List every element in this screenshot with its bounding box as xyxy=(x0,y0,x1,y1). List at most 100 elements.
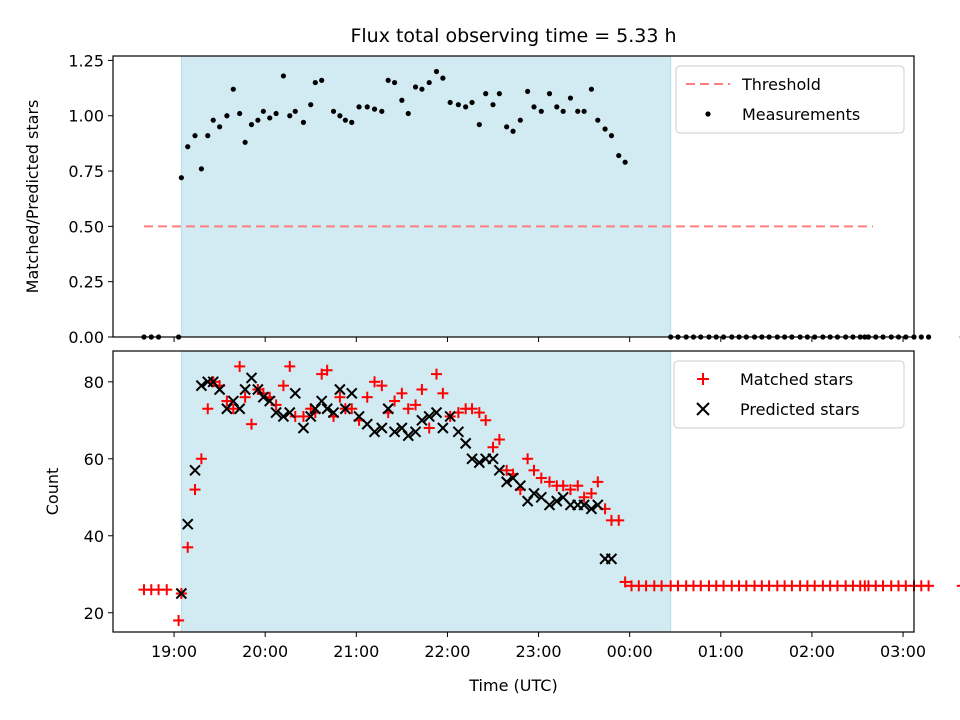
legend-measurements-label: Measurements xyxy=(742,105,860,124)
measurement-point xyxy=(581,108,587,114)
measurement-point xyxy=(399,97,405,103)
predicted-star-point xyxy=(239,383,251,396)
predicted-star-point xyxy=(277,410,290,423)
measurement-point xyxy=(224,113,230,119)
matched-star-point xyxy=(430,368,442,380)
top-ytick-label: 0.25 xyxy=(68,273,104,292)
matched-star-point xyxy=(923,580,935,592)
measurement-point xyxy=(267,115,273,121)
bottom-ytick-label: 40 xyxy=(84,527,104,546)
bottom-panel: 20 40 60 80 19:00 20:00 21:00 22:00 23:00 00:00 0… xyxy=(43,350,960,695)
matched-star-point xyxy=(466,403,478,415)
measurement-point xyxy=(546,91,553,97)
top-shaded-region xyxy=(180,55,672,338)
measurement-point xyxy=(198,166,204,172)
matched-star-point xyxy=(321,364,333,376)
predicted-star-point xyxy=(543,499,556,511)
legend-matched-swatch xyxy=(697,373,709,385)
matched-star-point xyxy=(480,414,492,426)
measurement-point xyxy=(567,95,574,101)
measurement-point xyxy=(300,119,307,125)
top-ylabel: Matched/Predicted stars xyxy=(23,100,42,294)
measurement-point xyxy=(554,104,560,110)
measurement-point xyxy=(531,104,537,110)
predicted-star-point xyxy=(368,426,381,438)
legend-predicted-swatch xyxy=(696,402,710,416)
predicted-star-point xyxy=(473,456,486,469)
matched-stars-series xyxy=(138,360,960,626)
measurement-point xyxy=(330,108,337,114)
predicted-star-point xyxy=(189,464,201,477)
measurement-point xyxy=(349,119,355,125)
bottom-xtick-label: 02:00 xyxy=(789,642,835,661)
measurement-point xyxy=(490,102,496,108)
measurement-point xyxy=(248,121,255,128)
predicted-star-point xyxy=(437,422,449,434)
predicted-star-point xyxy=(339,403,352,415)
predicted-star-point xyxy=(284,406,296,419)
bottom-xtick-label: 19:00 xyxy=(151,642,197,661)
predicted-star-point xyxy=(592,499,604,511)
legend-matched-label: Matched stars xyxy=(740,370,853,389)
bottom-xtick-label: 20:00 xyxy=(242,642,288,661)
matched-star-point xyxy=(221,395,233,407)
predicted-star-point xyxy=(605,553,618,565)
matched-star-point xyxy=(161,584,173,596)
measurement-point xyxy=(469,99,475,106)
predicted-star-point xyxy=(264,395,276,407)
measurement-point xyxy=(312,79,318,86)
legend-threshold-label: Threshold xyxy=(741,75,821,94)
matched-star-point xyxy=(473,407,485,419)
matched-star-point xyxy=(528,464,540,476)
legend-measurements-swatch xyxy=(705,111,711,117)
measurement-point xyxy=(463,104,469,110)
measurement-point xyxy=(192,133,198,139)
matched-star-point xyxy=(487,441,499,453)
measurement-point xyxy=(608,133,615,139)
matched-star-point xyxy=(173,614,185,626)
matched-star-point xyxy=(361,391,373,403)
matched-star-point xyxy=(195,453,207,465)
predicted-star-point xyxy=(175,587,188,600)
predicted-star-point xyxy=(252,383,264,396)
top-ytick-label: 1.00 xyxy=(68,107,104,126)
legend-predicted-label: Predicted stars xyxy=(740,400,860,419)
matched-star-point xyxy=(202,403,214,415)
matched-star-point xyxy=(182,541,194,553)
measurement-point xyxy=(364,104,370,110)
measurement-point xyxy=(280,73,287,79)
bottom-ytick-label: 20 xyxy=(84,604,104,623)
predicted-star-point xyxy=(245,372,258,384)
predicted-star-point xyxy=(315,395,328,407)
matched-star-point xyxy=(189,484,201,496)
top-legend-box xyxy=(675,65,905,134)
matched-star-point xyxy=(346,403,358,415)
bottom-ylabel: Count xyxy=(43,468,62,516)
measurement-point xyxy=(273,110,279,117)
predicted-star-point xyxy=(487,453,499,465)
measurement-point xyxy=(292,108,298,114)
matched-star-point xyxy=(416,383,428,395)
top-ytick-label: 1.25 xyxy=(68,51,104,70)
predicted-star-point xyxy=(452,426,465,438)
predicted-star-point xyxy=(334,383,346,396)
predicted-star-point xyxy=(585,503,598,515)
measurement-point xyxy=(496,91,502,97)
predicted-star-point xyxy=(423,410,435,423)
measurement-point xyxy=(308,102,314,108)
predicted-star-point xyxy=(444,410,456,423)
measurement-point xyxy=(622,159,628,165)
matched-star-point xyxy=(402,403,414,415)
matched-star-point xyxy=(277,380,289,392)
matched-star-point xyxy=(557,480,569,492)
matched-star-point xyxy=(423,422,435,434)
matched-star-point xyxy=(619,576,631,588)
measurement-point xyxy=(237,110,243,117)
bottom-xtick-label: 00:00 xyxy=(607,642,653,661)
bottom-legend: Matched stars Predicted stars xyxy=(673,360,905,429)
predicted-star-point xyxy=(493,464,506,477)
measurement-point xyxy=(319,77,325,83)
measurement-point xyxy=(287,113,293,119)
bottom-xtick-label: 23:00 xyxy=(516,642,562,661)
